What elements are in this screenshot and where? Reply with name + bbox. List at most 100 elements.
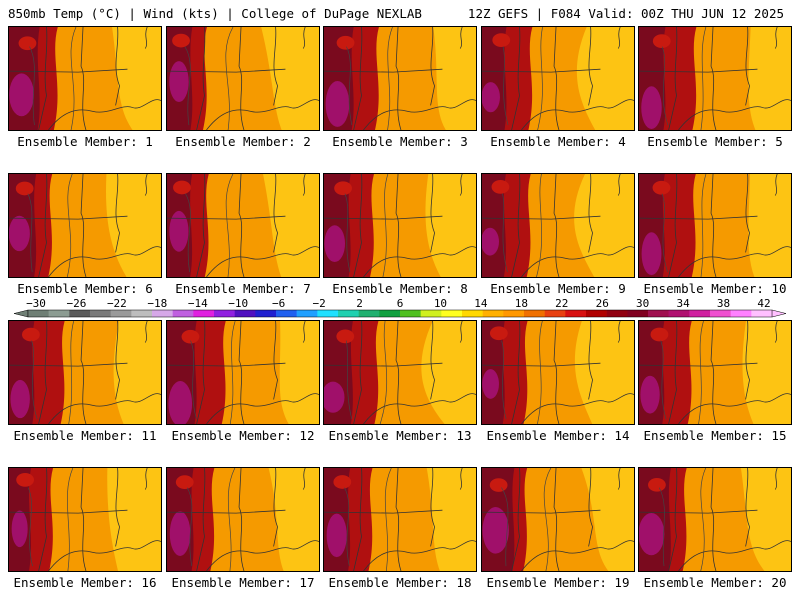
ensemble-member-label: Ensemble Member: 5 [647,134,783,149]
cool-region [426,468,476,571]
state-line [482,509,601,514]
state-line [588,321,593,400]
state-line [588,27,593,106]
colorbar-tick-label: −18 [147,298,167,310]
ensemble-member-label: Ensemble Member: 12 [171,428,315,443]
state-line [115,174,120,253]
state-line [430,174,435,253]
colorbar-swatch [358,310,380,317]
coastline [774,27,778,49]
colorbar-tick-label: −26 [67,298,87,310]
coastline [48,540,161,571]
colorbar-swatch [668,310,690,317]
ensemble-member-label: Ensemble Member: 4 [490,134,626,149]
coastline [48,99,161,130]
coastline [617,174,621,196]
isotherm [344,193,351,273]
colorbar-swatch [565,310,587,317]
isotherm [661,193,668,273]
state-line [395,468,402,571]
state-line [511,321,521,424]
colorbar-swatch [255,310,277,317]
state-line [668,468,678,571]
state-line [511,174,521,277]
colorbar-swatch [710,310,731,317]
heat-blob [334,181,352,196]
state-line [80,321,87,424]
ensemble-member-map [638,26,792,131]
state-line [430,468,435,547]
colorbar-swatch [606,310,628,317]
isotherm [29,46,35,126]
heat-blob [489,326,508,341]
colorbar-min-arrow [14,309,29,318]
ensemble-member-map [166,173,320,278]
cool-region [581,468,634,571]
colorbar-svg: −30 −26 −22 −18 −14 −10 −6 −2 2 6 10 14 18 22 26 30 34 38… [14,298,786,318]
colorbar-swatch [689,310,711,317]
extreme-heat-pocket [325,81,350,127]
coastline [144,468,148,490]
ensemble-member-label: Ensemble Member: 13 [328,428,472,443]
ensemble-member-map [166,467,320,572]
isotherm [700,174,707,277]
coastline [521,99,634,130]
cool-region [263,174,319,277]
colorbar-swatch [276,310,297,317]
coastline [521,393,634,424]
state-line [324,509,443,514]
state-line [430,27,435,106]
extreme-heat-pocket [168,381,193,424]
isotherm [66,174,73,277]
isotherm [70,27,77,130]
colorbar-tick-label: 2 [356,298,363,310]
coastline [521,246,634,277]
isotherm [68,321,74,424]
colorbar-max-arrow [771,309,786,318]
valid-time-label: 12Z GEFS | F084 Valid: 00Z THU JUN 12 20… [467,6,784,21]
ensemble-member-label: Ensemble Member: 9 [490,281,626,296]
heat-blob [652,34,671,48]
state-line [639,68,758,73]
cool-region [425,174,476,277]
ensemble-member-map [481,467,635,572]
state-line [38,27,48,130]
state-line [324,215,443,220]
isotherm [501,340,507,420]
ensemble-member-map [638,173,792,278]
colorbar-swatch [462,310,483,317]
state-line [38,174,48,277]
heat-blob [333,475,352,489]
state-line [745,468,750,547]
heat-blob [648,477,666,492]
ensemble-member-label: Ensemble Member: 1 [17,134,153,149]
state-line [710,174,717,277]
colorbar-swatch [296,310,318,317]
state-line [9,362,128,367]
ensemble-member-label: Ensemble Member: 10 [643,281,787,296]
colorbar-swatch [131,310,153,317]
state-line [668,27,678,130]
cool-region [112,27,161,130]
colorbar-swatch [544,310,566,317]
cool-region [742,321,791,424]
ensemble-member-map [323,173,477,278]
state-line [710,468,717,571]
colorbar-tick-label: 10 [434,298,447,310]
extreme-heat-pocket [9,73,34,117]
state-line [745,27,750,106]
extreme-heat-pocket [326,513,347,558]
colorbar-swatch [730,310,752,317]
state-line [639,509,758,514]
isotherm [700,27,707,130]
state-line [115,321,120,400]
coastline [617,321,621,343]
colorbar-swatch [110,310,132,317]
colorbar-tick-label: −6 [272,298,285,310]
ensemble-member-map [638,467,792,572]
isotherm [345,340,353,420]
state-line [553,27,560,130]
isotherm [502,193,508,273]
ensemble-member-label: Ensemble Member: 17 [171,575,315,590]
state-line [553,468,560,571]
